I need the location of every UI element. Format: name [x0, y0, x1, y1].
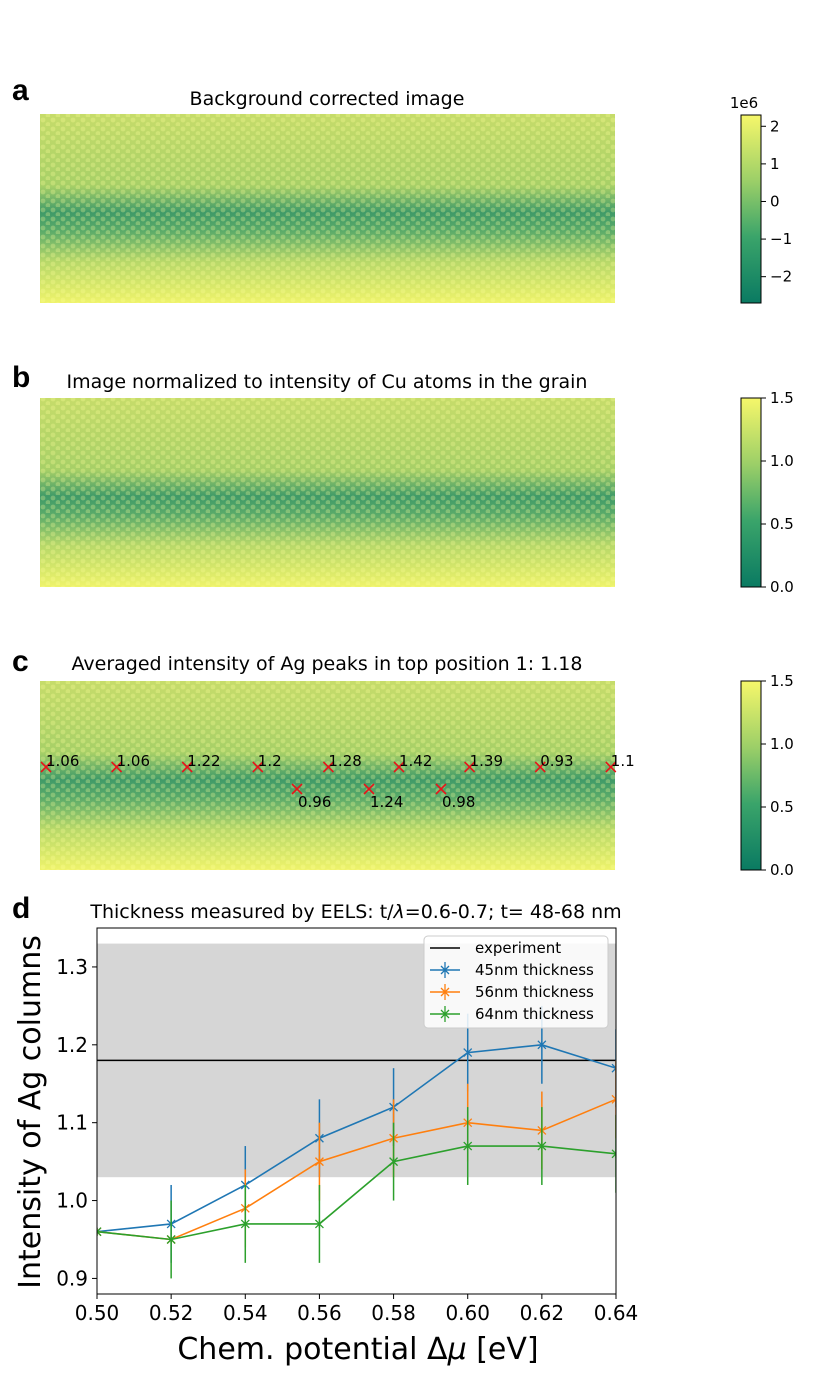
x-tick-label: 0.56	[297, 1301, 342, 1325]
colorbar-b-tick-label: 1.0	[770, 452, 794, 470]
colorbar-c-tick-label: 0.0	[770, 861, 794, 879]
legend-label: 56nm thickness	[475, 983, 594, 1001]
peak-annotations: 1.06 1.06 1.22 1.2 1.28 1.42 1.39 0.93 1.1 0.96 1.…	[40, 752, 635, 811]
data-point-45nm-thickness	[463, 1048, 473, 1058]
panel-c-title: Averaged intensity of Ag peaks in top po…	[72, 653, 583, 675]
y-tick-label: 1.0	[56, 1189, 88, 1213]
legend-label: 45nm thickness	[475, 961, 594, 979]
peak-label: 1.39	[470, 752, 503, 770]
data-point-64nm-thickness	[166, 1235, 176, 1244]
colorbar-c-tick-label: 0.5	[770, 798, 794, 816]
x-axis-label: Chem. potential Δμ [eV]	[177, 1332, 538, 1367]
x-tick-label: 0.58	[371, 1301, 416, 1325]
colorbar-b-tick-label: 0.5	[770, 515, 794, 533]
legend-box	[423, 935, 609, 1029]
y-tick-label: 1.1	[56, 1111, 88, 1135]
series-line-45nm-thickness	[97, 1043, 616, 1233]
peak-label: 1.42	[399, 752, 432, 770]
panel-letter-c: c	[12, 645, 29, 678]
x-tick-label: 0.52	[149, 1301, 194, 1325]
data-point-64nm-thickness	[537, 1141, 547, 1151]
data-point-64nm-thickness	[389, 1157, 399, 1167]
stem-image-c	[40, 681, 615, 870]
series-line-56nm-thickness	[97, 1098, 616, 1241]
peak-label: 0.98	[442, 793, 475, 811]
peak-marker	[181, 761, 193, 773]
colorbar-c-tick-label: 1.5	[770, 672, 794, 690]
legend-label: experiment	[475, 939, 561, 957]
data-point-45nm-thickness	[611, 1063, 616, 1073]
colorbar-b-tick-label: 1.5	[770, 389, 794, 407]
colorbar-a-offset: 1e6	[730, 94, 758, 112]
peak-marker	[252, 761, 264, 773]
peak-marker	[291, 783, 303, 795]
peak-label: 0.93	[540, 752, 573, 770]
panel-letter-b: b	[12, 361, 30, 394]
data-point-64nm-thickness	[240, 1219, 250, 1229]
colorbar-a-tick-label: 0	[770, 192, 780, 210]
x-tick-label: 0.50	[75, 1301, 120, 1325]
panel-letter-d: d	[12, 892, 30, 925]
legend-label: 64nm thickness	[475, 1005, 594, 1023]
data-point-56nm-thickness	[314, 1157, 324, 1167]
peak-label: 1.06	[46, 752, 79, 770]
y-tick-label: 1.3	[56, 955, 88, 979]
data-point-64nm-thickness	[611, 1149, 616, 1159]
data-point-56nm-thickness	[611, 1094, 616, 1104]
legend-marker	[440, 984, 450, 1000]
colorbar-a-tick-label: 1	[770, 155, 780, 173]
colorbar-b-tick-label: 0.0	[770, 578, 794, 596]
peak-marker	[40, 761, 52, 773]
peak-marker	[111, 761, 123, 773]
peak-label: 1.1	[611, 752, 635, 770]
chart-title: Thickness measured by EELS: t/λ=0.6-0.7;…	[89, 901, 621, 923]
colorbar-b: 1.5 1.0 0.5 0.0	[740, 389, 794, 596]
y-axis-label: Intensity of Ag columns	[13, 935, 48, 1289]
x-tick-label: 0.62	[520, 1301, 565, 1325]
chart-legend: experiment 45nm thickness 56nm thickness 64…	[423, 935, 609, 1029]
peak-marker	[322, 761, 334, 773]
y-tick-label: 0.9	[56, 1266, 88, 1290]
colorbar-a-tick-label: −2	[770, 268, 792, 286]
colorbar-a-tick-label: −1	[770, 230, 792, 248]
legend-marker	[440, 1006, 450, 1022]
y-tick-label: 1.2	[56, 1033, 88, 1057]
stem-image-a	[40, 114, 615, 303]
colorbar-a-tick-label: 2	[770, 117, 780, 135]
data-point-64nm-thickness	[463, 1141, 473, 1151]
peak-label: 1.24	[370, 793, 403, 811]
peak-label: 1.06	[117, 752, 150, 770]
colorbar-c: 1.5 1.0 0.5 0.0	[740, 672, 794, 879]
stem-image-b	[40, 398, 615, 587]
peak-marker	[363, 783, 375, 795]
peak-marker	[605, 761, 617, 773]
series-line-64nm-thickness	[97, 1145, 616, 1241]
x-tick-label: 0.60	[445, 1301, 490, 1325]
legend-marker	[440, 962, 450, 978]
peak-label: 1.2	[258, 752, 282, 770]
x-tick-label: 0.64	[594, 1301, 639, 1325]
data-point-64nm-thickness	[314, 1219, 324, 1229]
peak-label: 1.22	[187, 752, 220, 770]
peak-marker	[534, 761, 546, 773]
data-point-45nm-thickness	[537, 1040, 547, 1050]
panel-b-title: Image normalized to intensity of Cu atom…	[67, 371, 588, 393]
panel-a-title: Background corrected image	[190, 88, 465, 110]
plot-frame	[96, 927, 617, 1295]
x-tick-label: 0.54	[223, 1301, 268, 1325]
colorbar-c-tick-label: 1.0	[770, 735, 794, 753]
peak-label: 0.96	[298, 793, 331, 811]
peak-label: 1.28	[328, 752, 361, 770]
panel-letter-a: a	[12, 74, 29, 107]
peak-marker	[464, 761, 476, 773]
peak-marker	[435, 783, 447, 795]
data-point-64nm-thickness	[97, 1227, 102, 1237]
colorbar-a: 1e6 2 1 0 −1 −2	[730, 94, 792, 304]
peak-marker	[393, 761, 405, 773]
